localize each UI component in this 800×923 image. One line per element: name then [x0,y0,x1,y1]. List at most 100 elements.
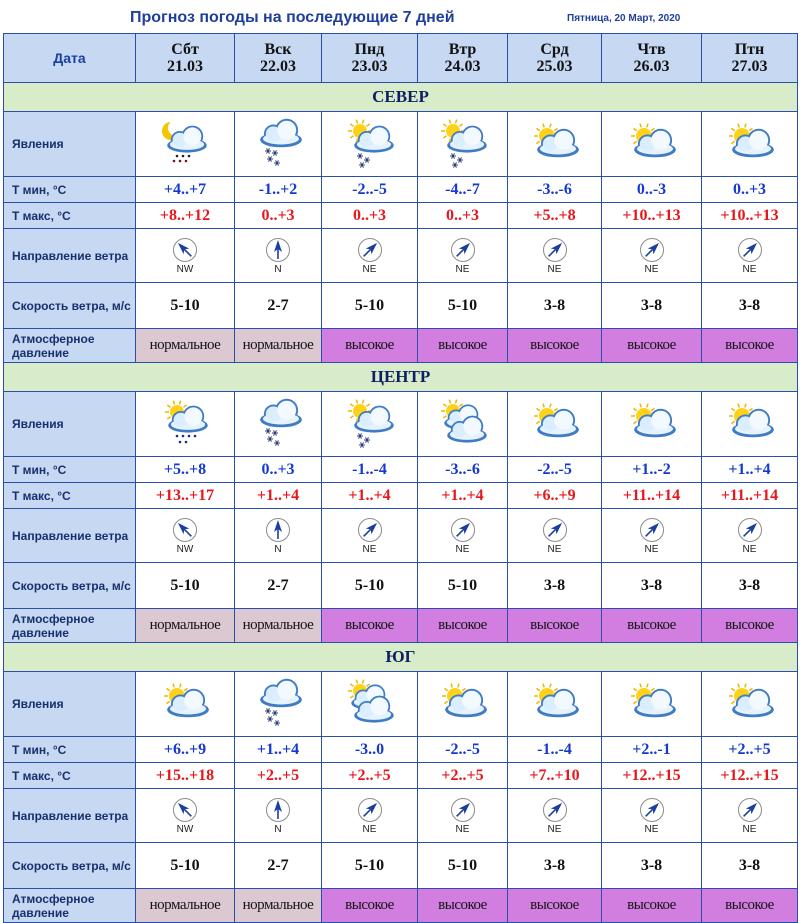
pressure-value: нормальное [234,328,322,363]
tmax-value: +2..+5 [417,762,508,789]
day-date: 23.03 [351,58,388,75]
sun-cloud-snow-icon [321,111,418,177]
tmin-value: -4..-7 [417,176,508,203]
wind-speed-value: 3-8 [601,842,702,889]
wind-direction-cell: NE [507,508,602,563]
day-header: Сбт 21.03 [135,33,235,83]
tmin-value: -2..-5 [417,736,508,763]
wind-direction-value: NE [644,823,659,835]
tmax-value: +6..+9 [507,482,602,509]
pressure-value: высокое [417,608,508,643]
wind-indicator: NE [603,237,701,275]
sun-cloud-icon [135,671,235,737]
day-date: 22.03 [260,58,296,75]
wind-direction-value: N [274,263,282,275]
compass-arrow-icon [265,517,291,543]
wind-direction-value: NW [176,823,194,835]
tmin-value: -3..0 [321,736,418,763]
compass-arrow-icon [737,517,763,543]
pressure-value: высокое [507,608,602,643]
tmax-value: +10..+13 [701,202,798,229]
tmin-label: Т мин, °С [3,456,136,483]
day-header: Втр 24.03 [417,33,508,83]
sun-cloud-icon [701,391,798,457]
tmax-value: +13..+17 [135,482,235,509]
compass-arrow-icon [450,797,476,823]
region-header: ЮГ [3,642,798,672]
tmax-value: +5..+8 [507,202,602,229]
pressure-row: Атмосферное давление нормальное нормальное… [3,608,798,643]
tmax-row: Т макс, °С +13..+17 +1..+4 +1..+4 +1..+4 +6..… [3,482,798,509]
tmin-value: +4..+7 [135,176,235,203]
compass-arrow-icon [357,797,383,823]
wind-indicator: NW [137,237,234,275]
tmax-value: +1..+4 [417,482,508,509]
day-date: 26.03 [633,58,670,75]
wind-speed-row: Скорость ветра, м/с 5-10 2-7 5-10 5-10 3-8 3-8… [3,562,798,609]
tmin-value: -2..-5 [321,176,418,203]
tmin-value: -1..+2 [234,176,322,203]
phenomena-row: Явления [3,391,798,457]
wind-direction-value: NW [176,263,194,275]
pressure-value: высокое [701,608,798,643]
tmax-value: +12..+15 [701,762,798,789]
tmax-value: +8..+12 [135,202,235,229]
wind-direction-value: NE [362,543,377,555]
tmax-value: +10..+13 [601,202,702,229]
region-header: ЦЕНТР [3,362,798,392]
wind-indicator: NE [603,797,701,835]
wind-direction-value: NE [742,823,757,835]
wind-indicator: NE [323,517,417,555]
wind-direction-value: NE [362,263,377,275]
day-date: 21.03 [167,58,203,75]
tmin-value: +6..+9 [135,736,235,763]
page-header: Прогноз погоды на последующие 7 дней Пят… [0,0,800,33]
tmax-value: 0..+3 [234,202,322,229]
phenomena-label: Явления [3,391,136,457]
wind-speed-value: 3-8 [507,842,602,889]
wind-speed-value: 5-10 [135,562,235,609]
tmin-row: Т мин, °С +4..+7 -1..+2 -2..-5 -4..-7 -3..-6 0… [3,176,798,203]
wind-speed-value: 5-10 [417,562,508,609]
tmin-label: Т мин, °С [3,736,136,763]
day-name: Срд [540,41,569,58]
wind-direction-value: NE [455,543,470,555]
tmin-value: +1..-2 [601,456,702,483]
wind-indicator: NE [703,797,797,835]
day-header: Птн 27.03 [701,33,798,83]
cloud-snow-icon [234,111,322,177]
wind-indicator: N [236,517,321,555]
wind-indicator: NW [137,797,234,835]
tmin-value: -3..-6 [417,456,508,483]
tmin-label: Т мин, °С [3,176,136,203]
tmin-value: 0..+3 [701,176,798,203]
wind-speed-value: 3-8 [701,282,798,329]
sun-cloud-icon [507,391,602,457]
wind-speed-value: 3-8 [601,562,702,609]
wind-direction-cell: NE [417,228,508,283]
wind-direction-cell: NE [701,788,798,843]
wind-speed-label: Скорость ветра, м/с [3,562,136,609]
compass-arrow-icon [737,237,763,263]
compass-arrow-icon [450,517,476,543]
phenomena-row: Явления [3,671,798,737]
tmax-value: +15..+18 [135,762,235,789]
wind-speed-value: 5-10 [321,562,418,609]
cloud-snow-icon [234,671,322,737]
wind-direction-cell: NW [135,508,235,563]
pressure-value: нормальное [135,328,235,363]
wind-indicator: NE [509,797,601,835]
tmax-value: +7..+10 [507,762,602,789]
day-name: Пнд [354,41,385,58]
day-date: 27.03 [731,58,768,75]
wind-indicator: NE [419,237,507,275]
wind-direction-cell: NW [135,228,235,283]
wind-direction-cell: N [234,508,322,563]
tmin-value: 0..+3 [234,456,322,483]
phenomena-label: Явления [3,671,136,737]
wind-speed-value: 3-8 [507,562,602,609]
tmax-value: +2..+5 [321,762,418,789]
wind-direction-cell: NE [601,788,702,843]
wind-direction-value: NE [455,823,470,835]
cloud-snow-icon [234,391,322,457]
